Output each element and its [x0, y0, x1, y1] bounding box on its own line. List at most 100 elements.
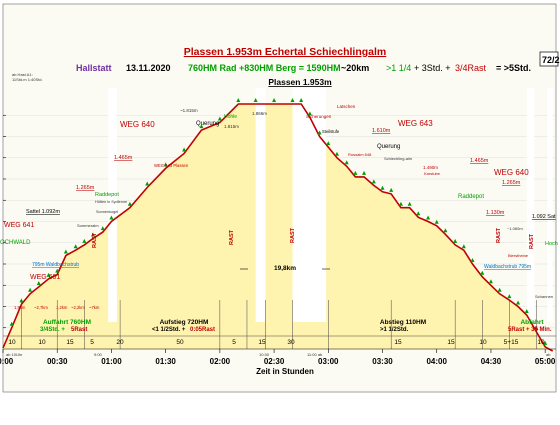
segment-value: 15 [447, 339, 455, 346]
track-marker [362, 170, 367, 175]
rast-label: RAST [92, 232, 98, 248]
section-time: <1 1/2Std. + 0:05Rast [152, 327, 215, 333]
segment-value: 15 [394, 339, 402, 346]
rast-column [108, 88, 117, 322]
track-marker [90, 232, 95, 237]
track-marker [253, 97, 258, 102]
x-small-tick-label: 10:30 [259, 352, 270, 357]
km-label: 1,9km [14, 305, 26, 310]
subtitle-place: Hallstatt [76, 63, 112, 73]
segment-value: 10 [537, 339, 545, 346]
elevation-label: 1.465m [114, 155, 133, 161]
rast-column [547, 88, 553, 322]
section-rest-value: 5Rast [71, 327, 87, 333]
x-tick-label: 04:00 [426, 357, 447, 366]
track-marker [434, 219, 439, 224]
x-tick-label: 02:00 [210, 357, 231, 366]
track-marker [516, 300, 521, 305]
track-marker [55, 268, 60, 273]
track-marker [100, 226, 105, 231]
subtitle-total: = >5Std. [496, 63, 531, 73]
rast-label: RAST [529, 233, 535, 249]
x-axis-ticks: 00:00 00:30 01:00 01:30 02:00 02:30 03:00 03:30… [0, 349, 556, 366]
segment-value: 10 [38, 339, 46, 346]
segment-value: 30 [287, 339, 295, 346]
track-marker [46, 272, 51, 277]
km-label: ~2,2km [71, 305, 85, 310]
x-tick-label: 03:00 [318, 357, 339, 366]
subtitle-time-hike: + 3Std. + [414, 63, 451, 73]
elevation-label: 1.265m [76, 185, 95, 191]
segment-values: 10 10 15 5 20 50 5 15 30 15 15 10 5+15 1… [8, 339, 545, 346]
segment-value: 50 [176, 339, 184, 346]
rast-label: RAST [496, 227, 502, 243]
track-marker [163, 162, 168, 167]
chart-title: Plassen 1.953m Echertal Schiechlingalm [184, 46, 387, 58]
track-marker [236, 97, 241, 102]
track-marker [182, 147, 187, 152]
weg-label: WEG 643 [398, 119, 433, 128]
x-axis-label: Zeit in Stunden [256, 367, 314, 376]
segment-value: 10 [8, 339, 16, 346]
track-marker [407, 201, 412, 206]
track-marker [73, 244, 78, 249]
x-tick-label: 04:30 [481, 357, 502, 366]
segment-value: 5 [90, 339, 94, 346]
section-title: Abfahrt [520, 319, 544, 326]
track-marker [461, 244, 466, 249]
track-marker [344, 160, 349, 165]
place-label: Höhle [224, 114, 237, 120]
x-tick-label: 05:00 [535, 357, 556, 366]
x-tick-label: 00:00 [0, 357, 14, 366]
x-tick-label: 00:30 [47, 357, 68, 366]
track-marker [443, 228, 448, 233]
place-label: Schannen [535, 294, 553, 299]
km-label: ~7km [89, 305, 100, 310]
elevation-area [3, 104, 553, 352]
track-marker [28, 287, 33, 292]
track-marker [470, 258, 475, 262]
distance-label: 19,8km [274, 265, 296, 272]
track-marker [480, 270, 485, 275]
subtitle-date: 13.11.2020 [126, 63, 171, 73]
track-marker [488, 279, 493, 284]
x-small-tick-label: 11:00 ab [307, 352, 323, 357]
track-marker [109, 215, 114, 220]
rast-columns [108, 88, 553, 322]
rast-label: RAST [290, 227, 296, 243]
subtitle-rest: 3/4Rast [455, 63, 487, 73]
place-label: Sonnenkogel [96, 210, 118, 214]
segment-value: 10 [479, 339, 487, 346]
track-marker [272, 97, 277, 102]
weg-label: WEG 640 [120, 120, 155, 129]
top-left-note-1: ab Hast A1: [12, 72, 33, 77]
track-marker [317, 130, 322, 135]
track-marker [82, 238, 87, 243]
track-marker [290, 97, 295, 102]
section-time-value: 3/4Std. + [40, 327, 65, 333]
track-markers [9, 97, 548, 345]
section-dividers [3, 300, 556, 349]
track-marker [524, 309, 529, 313]
section-time-value: <1 1/2Std. + [152, 327, 186, 333]
section-title: Abstieg 110HM [380, 319, 426, 326]
km-label: 1,2km [56, 305, 68, 310]
place-label: Bierstheine [508, 253, 529, 258]
section-time: >1 1/2Std. [380, 327, 409, 333]
track-marker [453, 238, 458, 243]
chart-subtitle: Hallstatt 13.11.2020 760HM Rad +830HM Be… [76, 63, 531, 73]
x-tick-label: 01:30 [155, 357, 176, 366]
top-left-note-2: 11Std.m 1:40Std. [12, 77, 43, 82]
x-tick-label: 02:30 [264, 357, 285, 366]
place-label: Sicherungen [306, 114, 332, 119]
x-small-tick-label: 9:00 [94, 352, 103, 357]
track-marker [145, 181, 150, 186]
segment-value: 20 [116, 339, 124, 346]
x-tick-label: 01:00 [101, 357, 122, 366]
elevation-label: 1.866m [252, 111, 267, 116]
track-marker [497, 287, 502, 292]
section-time-value: >1 1/2Std. [380, 327, 409, 333]
track-marker [389, 187, 394, 192]
elevation-label: Sattel 1.092m [26, 209, 60, 215]
